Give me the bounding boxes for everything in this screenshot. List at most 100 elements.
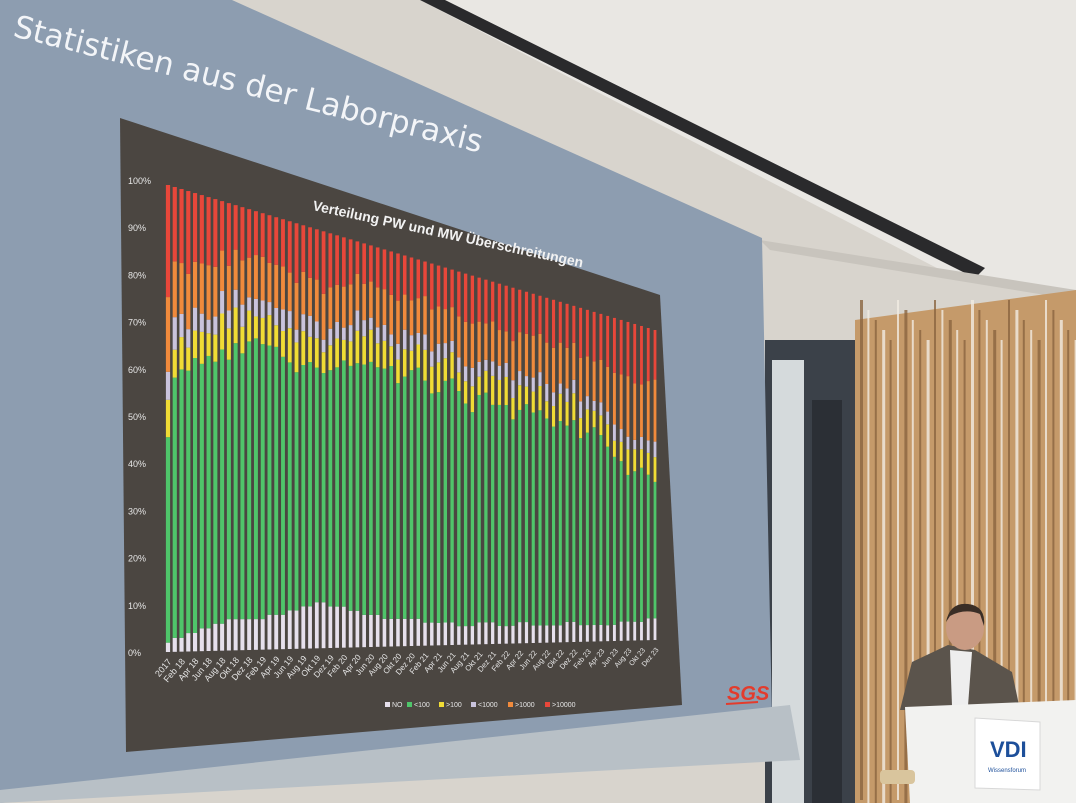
bar-segment-NO (253, 619, 258, 650)
bar-segment-<1000 (335, 321, 339, 339)
bar-segment->1000 (416, 298, 421, 333)
bar-segment-<100 (226, 359, 231, 620)
bar-segment->1000 (240, 260, 245, 305)
bar-segment->10000 (226, 203, 231, 266)
bar-segment-<1000 (423, 334, 427, 350)
y-tick-label: 20% (128, 554, 146, 564)
bar-segment-<100 (504, 405, 508, 627)
bar-segment->1000 (579, 357, 583, 402)
bar-segment->1000 (281, 266, 285, 310)
bar-segment-NO (423, 622, 427, 646)
bar-segment-<1000 (348, 325, 353, 342)
legend-label: <100 (414, 702, 430, 709)
bar-segment->100 (592, 410, 596, 428)
bar-segment-NO (653, 618, 657, 640)
bar-segment-<1000 (619, 429, 623, 442)
bar-segment-<1000 (463, 366, 468, 382)
bar-segment->1000 (592, 361, 596, 401)
bar-segment-<100 (416, 367, 421, 619)
bar-segment-NO (511, 625, 515, 644)
bar-segment->1000 (524, 333, 529, 377)
bar-segment-NO (369, 614, 373, 647)
bar-segment-<100 (382, 368, 387, 619)
bar-segment->100 (463, 381, 468, 404)
bar-segment->1000 (409, 300, 414, 336)
bar-segment->10000 (253, 211, 258, 256)
window-pane (812, 400, 842, 803)
bar-segment->1000 (199, 263, 204, 314)
bar-segment->100 (579, 418, 583, 439)
bar-segment->10000 (199, 195, 204, 264)
bar-segment-NO (186, 633, 191, 652)
y-tick-label: 90% (128, 223, 146, 233)
bar-segment->1000 (518, 332, 522, 372)
bar-segment-NO (518, 622, 522, 644)
bar-segment->10000 (240, 207, 245, 261)
bar-segment->100 (314, 338, 319, 368)
y-tick-label: 50% (128, 412, 146, 422)
bar-segment->10000 (423, 261, 427, 297)
bar-segment-<1000 (640, 436, 643, 450)
bar-segment-<100 (619, 461, 623, 622)
bar-segment->1000 (511, 341, 515, 381)
bar-segment->100 (301, 331, 306, 365)
bar-segment->100 (545, 401, 549, 419)
bar-segment-NO (457, 626, 461, 645)
bar-segment->10000 (409, 257, 414, 301)
bar-segment-NO (463, 626, 468, 645)
bar-segment-<1000 (267, 302, 272, 316)
y-tick-label: 100% (128, 176, 151, 186)
bar-segment-<1000 (206, 319, 211, 334)
bar-segment-<100 (220, 349, 225, 624)
bar-segment-<1000 (585, 396, 589, 410)
bar-segment->10000 (274, 217, 279, 265)
bar-segment->1000 (402, 294, 407, 330)
bar-segment->1000 (497, 330, 502, 366)
bar-segment-<1000 (233, 289, 238, 308)
bar-segment->100 (389, 346, 393, 367)
bar-segment-<100 (592, 427, 596, 626)
bar-segment->100 (226, 328, 231, 360)
bar-segment-NO (226, 619, 231, 651)
bar-segment->100 (423, 349, 427, 381)
bar-segment-<1000 (362, 320, 366, 337)
bar-segment-<1000 (314, 321, 319, 339)
bar-segment-<1000 (443, 343, 448, 359)
bar-segment-NO (294, 610, 299, 649)
bar-segment-<1000 (633, 439, 637, 450)
wood-slat (985, 320, 988, 803)
vdi-logo-subtext: Wissensforum (988, 768, 1026, 774)
bar-segment-NO (396, 618, 400, 647)
bar-segment-<100 (423, 380, 427, 623)
bar-segment-<1000 (430, 351, 434, 367)
bar-segment-NO (619, 621, 623, 641)
bar-segment->1000 (192, 261, 198, 308)
bar-segment->10000 (335, 235, 339, 285)
bar-segment-<100 (274, 346, 279, 615)
wood-slat (919, 330, 922, 803)
wood-slat (1052, 310, 1055, 803)
bar-segment-<1000 (504, 362, 508, 377)
bar-segment->10000 (504, 285, 508, 332)
bar-segment->1000 (599, 359, 603, 403)
bar-segment-<100 (585, 432, 589, 626)
bar-segment-<1000 (220, 291, 225, 314)
bar-segment-<100 (321, 373, 326, 603)
bar-segment->1000 (470, 323, 475, 368)
bar-segment-<1000 (531, 377, 535, 392)
bar-segment->100 (213, 334, 218, 362)
wood-slat (978, 310, 981, 803)
bar-segment-<1000 (646, 440, 650, 453)
bar-segment-<100 (260, 344, 265, 620)
bar-segment-NO (206, 628, 211, 651)
bar-segment->1000 (389, 294, 393, 335)
bar-segment-<100 (491, 404, 495, 623)
bar-segment-<100 (558, 420, 562, 626)
bar-segment->10000 (186, 191, 191, 274)
bar-segment->100 (335, 338, 339, 368)
bar-segment-<100 (253, 338, 258, 620)
bar-segment-<1000 (565, 388, 569, 402)
bar-segment-<100 (633, 471, 637, 622)
bar-segment->1000 (545, 342, 549, 384)
legend-label: <1000 (478, 702, 498, 709)
